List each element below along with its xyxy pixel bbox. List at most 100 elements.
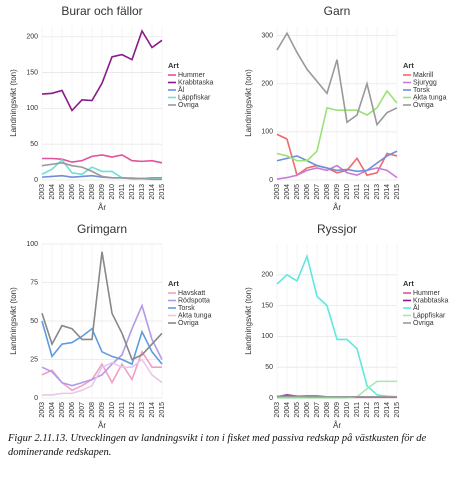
chart-title: Grimgarn <box>77 222 127 236</box>
chart-title: Ryssjor <box>317 222 357 236</box>
series-line <box>276 31 398 127</box>
x-tick-label: 2007 <box>314 402 321 418</box>
legend-label: Rödspotta <box>178 297 210 304</box>
legend-title: Art <box>168 279 179 288</box>
x-tick-label: 2013 <box>139 402 146 418</box>
x-tick-label: 2014 <box>384 184 391 200</box>
legend-label: Sjurygg <box>413 79 437 86</box>
legend-title: Art <box>403 61 414 70</box>
legend-label: Torsk <box>413 87 430 94</box>
legend-label: Krabbtaska <box>178 79 214 86</box>
x-tick-label: 2005 <box>59 402 66 418</box>
x-tick-label: 2008 <box>89 402 96 418</box>
y-tick-label: 0 <box>34 177 38 184</box>
x-tick-label: 2014 <box>384 402 391 418</box>
legend-label: Krabbtaska <box>413 297 449 304</box>
x-tick-label: 2011 <box>354 402 361 417</box>
y-tick-label: 0 <box>34 395 38 402</box>
x-tick-label: 2007 <box>79 402 86 418</box>
legend-title: Art <box>403 279 414 288</box>
y-tick-label: 200 <box>261 272 273 279</box>
y-tick-label: 100 <box>261 129 273 136</box>
series-line <box>42 358 163 396</box>
legend-label: Läppfiskar <box>413 312 446 319</box>
legend-label: Ål <box>413 303 420 312</box>
legend-label: Övriga <box>413 101 434 109</box>
x-axis-label: År <box>333 203 341 212</box>
chart-title: Burar och fällor <box>61 4 142 18</box>
x-tick-label: 2003 <box>274 402 281 418</box>
x-tick-label: 2004 <box>49 402 56 418</box>
x-tick-label: 2007 <box>79 184 86 200</box>
y-tick-label: 0 <box>269 395 273 402</box>
legend-label: Akta tunga <box>178 312 212 319</box>
legend-label: Hummer <box>178 72 206 79</box>
legend-label: Övriga <box>413 319 434 327</box>
x-tick-label: 2006 <box>69 402 76 418</box>
series-line <box>276 89 398 162</box>
x-tick-label: 2011 <box>119 184 126 199</box>
y-tick-label: 100 <box>26 241 38 248</box>
x-tick-label: 2004 <box>284 402 291 418</box>
x-tick-label: 2009 <box>334 184 341 200</box>
x-tick-label: 2012 <box>364 402 371 418</box>
x-tick-label: 2006 <box>304 184 311 200</box>
x-tick-label: 2010 <box>109 184 116 200</box>
x-tick-label: 2013 <box>374 402 381 418</box>
x-tick-label: 2015 <box>159 184 166 200</box>
legend-label: Havskatt <box>178 290 205 297</box>
x-tick-label: 2007 <box>314 184 321 200</box>
series-line <box>41 303 163 387</box>
x-tick-label: 2013 <box>139 184 146 200</box>
y-axis-label: Landningsvikt (ton) <box>244 69 253 137</box>
legend-label: Hummer <box>413 290 441 297</box>
legend-label: Ål <box>178 85 185 94</box>
x-tick-label: 2009 <box>99 402 106 418</box>
panel: Burar och fällor 0 50 100 150 200 2003 2004 2005… <box>9 4 213 212</box>
y-tick-label: 200 <box>26 34 38 41</box>
x-tick-label: 2008 <box>324 402 331 418</box>
y-tick-label: 50 <box>30 318 38 325</box>
series-line <box>276 164 398 180</box>
x-tick-label: 2013 <box>374 184 381 200</box>
x-axis-label: År <box>98 203 106 212</box>
caption: Figur 2.11.13. Utvecklingen av landnings… <box>8 433 427 458</box>
x-tick-label: 2008 <box>89 184 96 200</box>
y-tick-label: 200 <box>261 81 273 88</box>
x-tick-label: 2014 <box>149 402 156 418</box>
x-tick-label: 2009 <box>334 402 341 418</box>
x-tick-label: 2005 <box>59 184 66 200</box>
series-line <box>277 395 397 398</box>
x-tick-label: 2015 <box>394 184 401 200</box>
y-tick-label: 0 <box>269 177 273 184</box>
y-axis-label: Landningsvikt (ton) <box>244 287 253 355</box>
y-axis-label: Landningsvikt (ton) <box>9 287 18 355</box>
legend-label: Läppfiskar <box>178 94 211 101</box>
legend-label: Akta tunga <box>413 94 447 101</box>
x-tick-label: 2008 <box>324 184 331 200</box>
chart-title: Garn <box>324 4 351 18</box>
legend-label: Torsk <box>178 305 195 312</box>
x-tick-label: 2009 <box>99 184 106 200</box>
y-tick-label: 50 <box>30 141 38 148</box>
y-tick-label: 25 <box>30 356 38 363</box>
x-tick-label: 2006 <box>304 402 311 418</box>
y-tick-label: 150 <box>261 302 273 309</box>
x-tick-label: 2012 <box>129 184 136 200</box>
x-tick-label: 2015 <box>394 402 401 418</box>
x-tick-label: 2012 <box>129 402 136 418</box>
x-tick-label: 2011 <box>119 402 126 417</box>
x-tick-label: 2005 <box>294 184 301 200</box>
x-tick-label: 2011 <box>354 184 361 199</box>
x-tick-label: 2004 <box>49 184 56 200</box>
x-tick-label: 2014 <box>149 184 156 200</box>
x-tick-label: 2010 <box>344 184 351 200</box>
series-line <box>41 320 163 366</box>
legend-label: Övriga <box>178 101 199 109</box>
x-tick-label: 2005 <box>294 402 301 418</box>
y-tick-label: 100 <box>261 333 273 340</box>
